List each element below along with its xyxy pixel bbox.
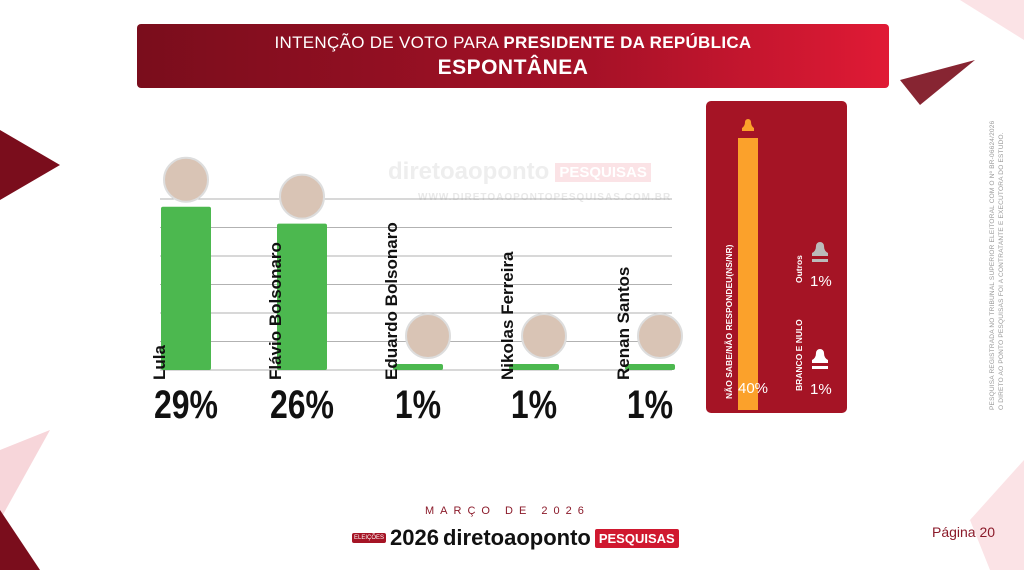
footer-pesquisas: PESQUISAS bbox=[594, 528, 679, 548]
candidate-name: Nikolas Ferreira bbox=[498, 251, 517, 380]
branco-nulo-value: 1% bbox=[810, 381, 832, 398]
registration-line-1: PESQUISA REGISTRADA NO TRIBUNAL SUPERIOR… bbox=[989, 120, 996, 410]
others-panel-chart: NÃO SABE/NÃO RESPONDEU(NS/NR) 40% Outros 1%… bbox=[724, 119, 832, 410]
registration-line-2: O DIRETO AO PONTO PESQUISAS FOI A CONTRA… bbox=[998, 132, 1005, 410]
nao-sabe-label: NÃO SABE/NÃO RESPONDEU(NS/NR) bbox=[724, 244, 734, 399]
watermark-logo: diretoaoponto PESQUISAS bbox=[388, 158, 651, 186]
watermark-brand: diretoaoponto bbox=[388, 158, 550, 185]
footer-badge: ELEIÇÕES bbox=[352, 533, 387, 543]
person-icon bbox=[742, 119, 754, 131]
candidate-photo bbox=[279, 173, 325, 220]
candidate-name: Renan Santos bbox=[614, 267, 633, 380]
person-icon bbox=[812, 349, 828, 369]
title-bold: PRESIDENTE DA REPÚBLICA bbox=[503, 33, 752, 52]
footer-brand: diretoaoponto bbox=[442, 525, 591, 550]
registration-note: PESQUISA REGISTRADA NO TRIBUNAL SUPERIOR… bbox=[988, 70, 1006, 410]
candidate-photo bbox=[521, 313, 567, 359]
candidate-name: Flávio Bolsonaro bbox=[266, 242, 285, 380]
nao-sabe-value: 40% bbox=[738, 380, 768, 397]
bar-lula bbox=[161, 206, 211, 370]
percent-label: 1% bbox=[627, 382, 673, 427]
outros-label: Outros bbox=[794, 255, 804, 283]
percent-label: 1% bbox=[395, 382, 441, 427]
bar-nikolas-ferreira bbox=[509, 364, 559, 370]
percent-label: 1% bbox=[511, 382, 557, 427]
candidate-photo bbox=[405, 313, 451, 359]
outros-value: 1% bbox=[810, 273, 832, 290]
watermark-badge: PESQUISAS bbox=[555, 162, 651, 182]
percent-label: 29% bbox=[154, 382, 218, 427]
bar-chart: Lula 29% Flávio Bolsonaro 26% Eduardo Bolson… bbox=[150, 156, 683, 427]
footer-year: 2026 bbox=[390, 525, 439, 550]
footer-logo: ELEIÇÕES 2026 diretoaoponto PESQUISAS bbox=[352, 525, 679, 551]
percent-label: 26% bbox=[270, 382, 334, 427]
page-number: Página 20 bbox=[932, 524, 996, 540]
person-icon bbox=[812, 242, 828, 262]
subtitle: ESPONTÂNEA bbox=[437, 56, 589, 79]
watermark-url: WWW.DIRETOAOPONTOPESQUISAS.COM.BR bbox=[418, 192, 672, 203]
title-banner: INTENÇÃO DE VOTO PARA PRESIDENTE DA REPÚ… bbox=[137, 24, 889, 88]
candidate-photo bbox=[163, 156, 209, 203]
bar-eduardo-bolsonaro bbox=[393, 364, 443, 370]
bar-nao-sabe bbox=[738, 138, 758, 410]
footer-month: MARÇO DE 2026 bbox=[425, 505, 590, 517]
bar-flávio-bolsonaro bbox=[277, 223, 327, 370]
bar-renan-santos bbox=[625, 364, 675, 370]
title-prefix: INTENÇÃO DE VOTO PARA bbox=[274, 33, 499, 52]
candidate-name: Lula bbox=[150, 345, 169, 380]
branco-nulo-label: BRANCO E NULO bbox=[794, 319, 804, 391]
candidate-name: Eduardo Bolsonaro bbox=[382, 222, 401, 380]
candidate-photo bbox=[637, 313, 683, 359]
others-panel: NÃO SABE/NÃO RESPONDEU(NS/NR) 40% Outros 1%… bbox=[706, 101, 847, 413]
